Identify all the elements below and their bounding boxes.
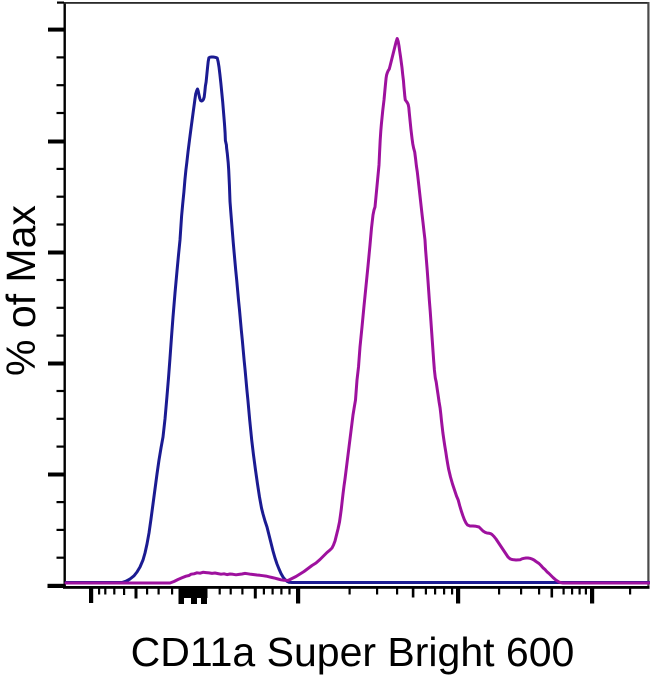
svg-text:CD11a Super Bright 600: CD11a Super Bright 600 <box>131 629 575 675</box>
svg-text:% of Max: % of Max <box>0 205 44 376</box>
